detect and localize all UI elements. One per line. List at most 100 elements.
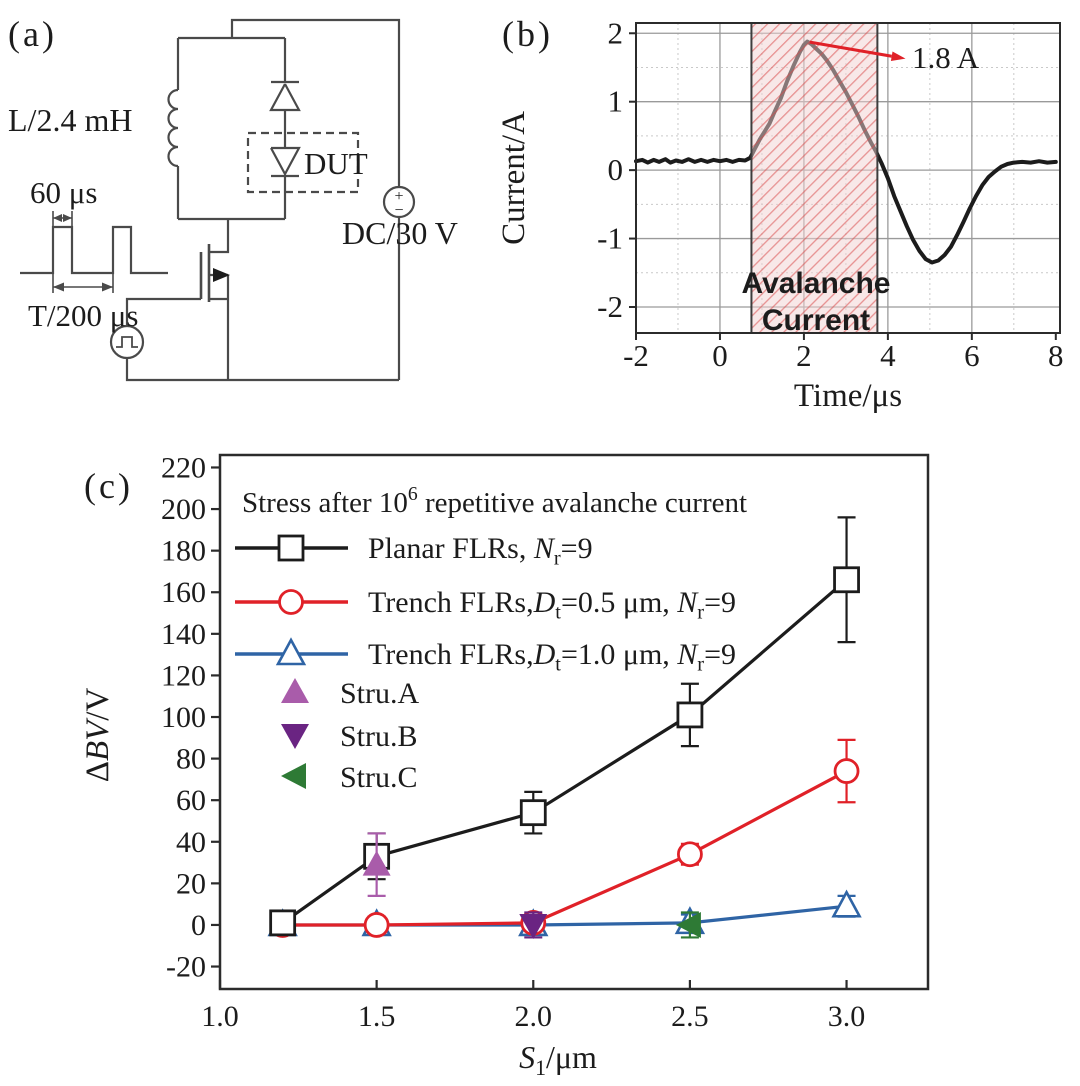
mosfet-drain-wire [209, 219, 230, 254]
panel-b-y-axis-label: Current/A [496, 111, 532, 245]
y-tick-label: -2 [597, 289, 623, 324]
legend-label-stru-b: Stru.B [340, 720, 418, 753]
avalanche-region-label-line2: Current [762, 304, 870, 337]
peak-current-label: 1.8 A [912, 40, 980, 75]
wire-bottom [125, 358, 399, 382]
y-tick-label: 60 [176, 784, 206, 817]
marker-triangle-left-filled [675, 911, 701, 938]
marker-square-open [833, 566, 860, 594]
pulse-source-glyph [116, 336, 138, 348]
y-tick-label: 40 [176, 826, 206, 859]
panel-c-tag: (c) [84, 466, 133, 506]
mosfet-arrow-icon [213, 268, 230, 282]
panel-c-series [267, 516, 862, 939]
marker-triangle-up-filled [281, 678, 309, 703]
marker-square-open [277, 534, 305, 562]
legend-label-stru-a: Stru.A [340, 677, 420, 710]
x-tick-label: -2 [623, 338, 649, 373]
marker-triangle-down-filled [519, 913, 548, 939]
panel-b-axes: -2 0 2 4 6 8 -2 -1 0 1 2 [597, 15, 1063, 373]
marker-circle-open [278, 589, 304, 615]
wire-top [230, 18, 401, 187]
x-tick-label: 1.0 [201, 1000, 239, 1033]
pulse-width-label: 60 μs [30, 175, 97, 210]
inductor-label: L/2.4 mH [8, 102, 132, 138]
avalanche-region-hatch [751, 23, 878, 333]
legend-label-trench-flrs-dt-05: Trench FLRs,Dt=0.5 μm, Nr=9 [368, 586, 736, 624]
y-tick-label: 2 [608, 15, 624, 50]
x-tick-label: 2 [796, 338, 812, 373]
marker-triangle-up-open [275, 637, 307, 666]
x-tick-label: 2.0 [515, 1000, 553, 1033]
series-Stru.B [519, 911, 548, 939]
avalanche-region-label-line1: Avalanche [742, 267, 891, 300]
pulse-source-icon [109, 324, 145, 360]
dut-label: DUT [304, 146, 368, 181]
legend-title: Stress after 106 repetitive avalanche cu… [242, 483, 747, 519]
gate-wire [125, 297, 201, 326]
wire-loop-horiz [178, 36, 285, 221]
panel-b-region [750, 22, 879, 334]
marker-square-open [269, 909, 297, 937]
x-tick-label: 3.0 [828, 1000, 866, 1033]
arrowhead-left-icon [53, 214, 62, 222]
panel-c: 1.0 1.5 2.0 2.5 3.0 -20 0 20 40 60 80 100 120 140 160 1… [80, 451, 930, 1080]
legend-label-trench-flrs-dt-10: Trench FLRs,Dt=1.0 μm, Nr=9 [368, 638, 736, 676]
series-trench-flrs-dt-10 [267, 889, 862, 937]
mosfet-source-wire [209, 273, 230, 380]
x-tick-label: 0 [712, 338, 728, 373]
marker-triangle-up-filled [362, 850, 391, 876]
dut-diode-icon [270, 146, 301, 178]
series-Stru.C [675, 911, 701, 939]
y-tick-label: -20 [166, 951, 206, 984]
pulse-waveform-sketch [20, 225, 168, 275]
panel-c-axes: 1.0 1.5 2.0 2.5 3.0 -20 0 20 40 60 80 100 120 140 160 1… [80, 451, 930, 1080]
marker-square-open [519, 799, 547, 827]
panel-a-tag: (a) [8, 14, 57, 54]
arrowhead-right-icon [63, 214, 72, 222]
plot-frame [635, 22, 1061, 334]
y-tick-label: 180 [161, 535, 206, 568]
y-tick-label: 0 [191, 909, 206, 942]
series-Stru.A [362, 832, 391, 897]
y-tick-label: 100 [161, 701, 206, 734]
y-tick-label: 140 [161, 618, 206, 651]
marker-triangle-left-filled [281, 763, 306, 789]
plot-frame [218, 453, 930, 991]
panel-b-x-axis-label: Time/μs [794, 378, 902, 414]
panel-b-annotations [809, 40, 906, 61]
y-tick-label: 20 [176, 867, 206, 900]
pulse-period-label: T/200 μs [28, 298, 138, 333]
arrowheads [53, 214, 230, 292]
inductor-coil [167, 88, 179, 168]
panel-c-x-axis-label: S1/μm [519, 1039, 597, 1080]
peak-arrow-line [809, 40, 892, 58]
legend-label-stru-c: Stru.C [340, 761, 418, 794]
marker-circle-open [363, 912, 390, 938]
arrowhead-left-icon [53, 282, 64, 292]
dc-plus-sign: + [394, 188, 403, 205]
dimension-extension-lines [52, 211, 114, 293]
y-tick-label: 0 [608, 152, 624, 187]
panel-c-y-axis-label: ΔBV/V [80, 688, 116, 783]
marker-triangle-down-filled [281, 724, 309, 749]
legend-label-planar-flrs: Planar FLRs, Nr=9 [368, 532, 593, 570]
dc-supply-label: DC/30 V [342, 215, 458, 251]
x-tick-label: 1.5 [358, 1000, 396, 1033]
x-tick-label: 6 [964, 338, 980, 373]
y-tick-label: 200 [161, 493, 206, 526]
panel-b: -2 0 2 4 6 8 -2 -1 0 1 2 (b) Current/A Time/μs 1.8… [496, 14, 1064, 414]
x-tick-label: 2.5 [671, 1000, 709, 1033]
y-tick-label: -1 [597, 221, 623, 256]
x-tick-label: 8 [1048, 338, 1064, 373]
y-tick-label: 160 [161, 576, 206, 609]
y-tick-label: 220 [161, 451, 206, 484]
panel-b-tag: (b) [502, 14, 553, 54]
arrowhead-right-icon [102, 282, 113, 292]
panel-a: (a) L/2.4 mH 60 μs T/200 μs DUT DC/30 V … [8, 14, 458, 382]
panel-c-legend: Stress after 106 repetitive avalanche cu… [235, 483, 747, 794]
peak-arrow-head [890, 51, 906, 61]
marker-triangle-up-open [831, 889, 862, 918]
dc-source-icon [382, 185, 416, 219]
